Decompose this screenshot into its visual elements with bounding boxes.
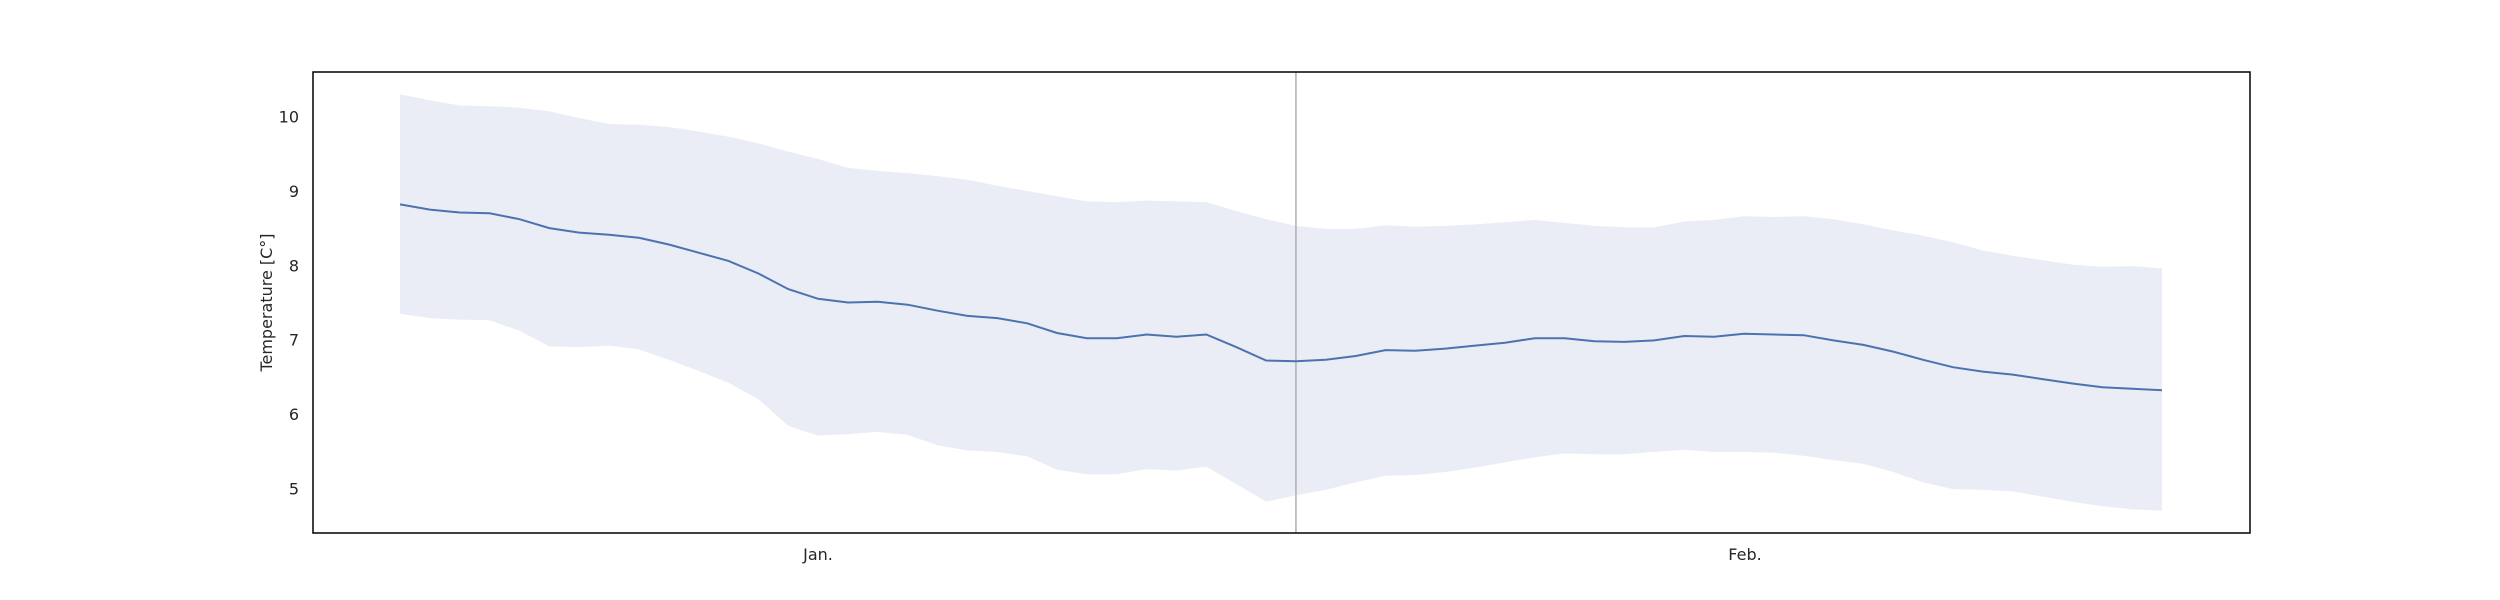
uncertainty-band — [400, 94, 2162, 511]
y-tick-label: 8 — [289, 256, 299, 275]
plot-frame — [312, 71, 2251, 534]
x-axis-ticks: Jan. Feb. — [802, 545, 1762, 564]
y-tick-label: 6 — [289, 405, 299, 424]
y-axis-label: Temperature [C°] — [257, 233, 276, 372]
x-tick-label: Jan. — [802, 545, 833, 564]
y-tick-label: 10 — [279, 108, 299, 127]
mean-temperature-line — [399, 203, 2163, 392]
y-tick-label: 5 — [289, 479, 299, 498]
x-tick-label: Feb. — [1728, 545, 1761, 564]
y-axis-ticks: 5 6 7 8 9 10 — [279, 108, 299, 499]
y-tick-label: 9 — [289, 182, 299, 201]
plot-area — [312, 71, 2251, 534]
y-tick-label: 7 — [289, 331, 299, 350]
